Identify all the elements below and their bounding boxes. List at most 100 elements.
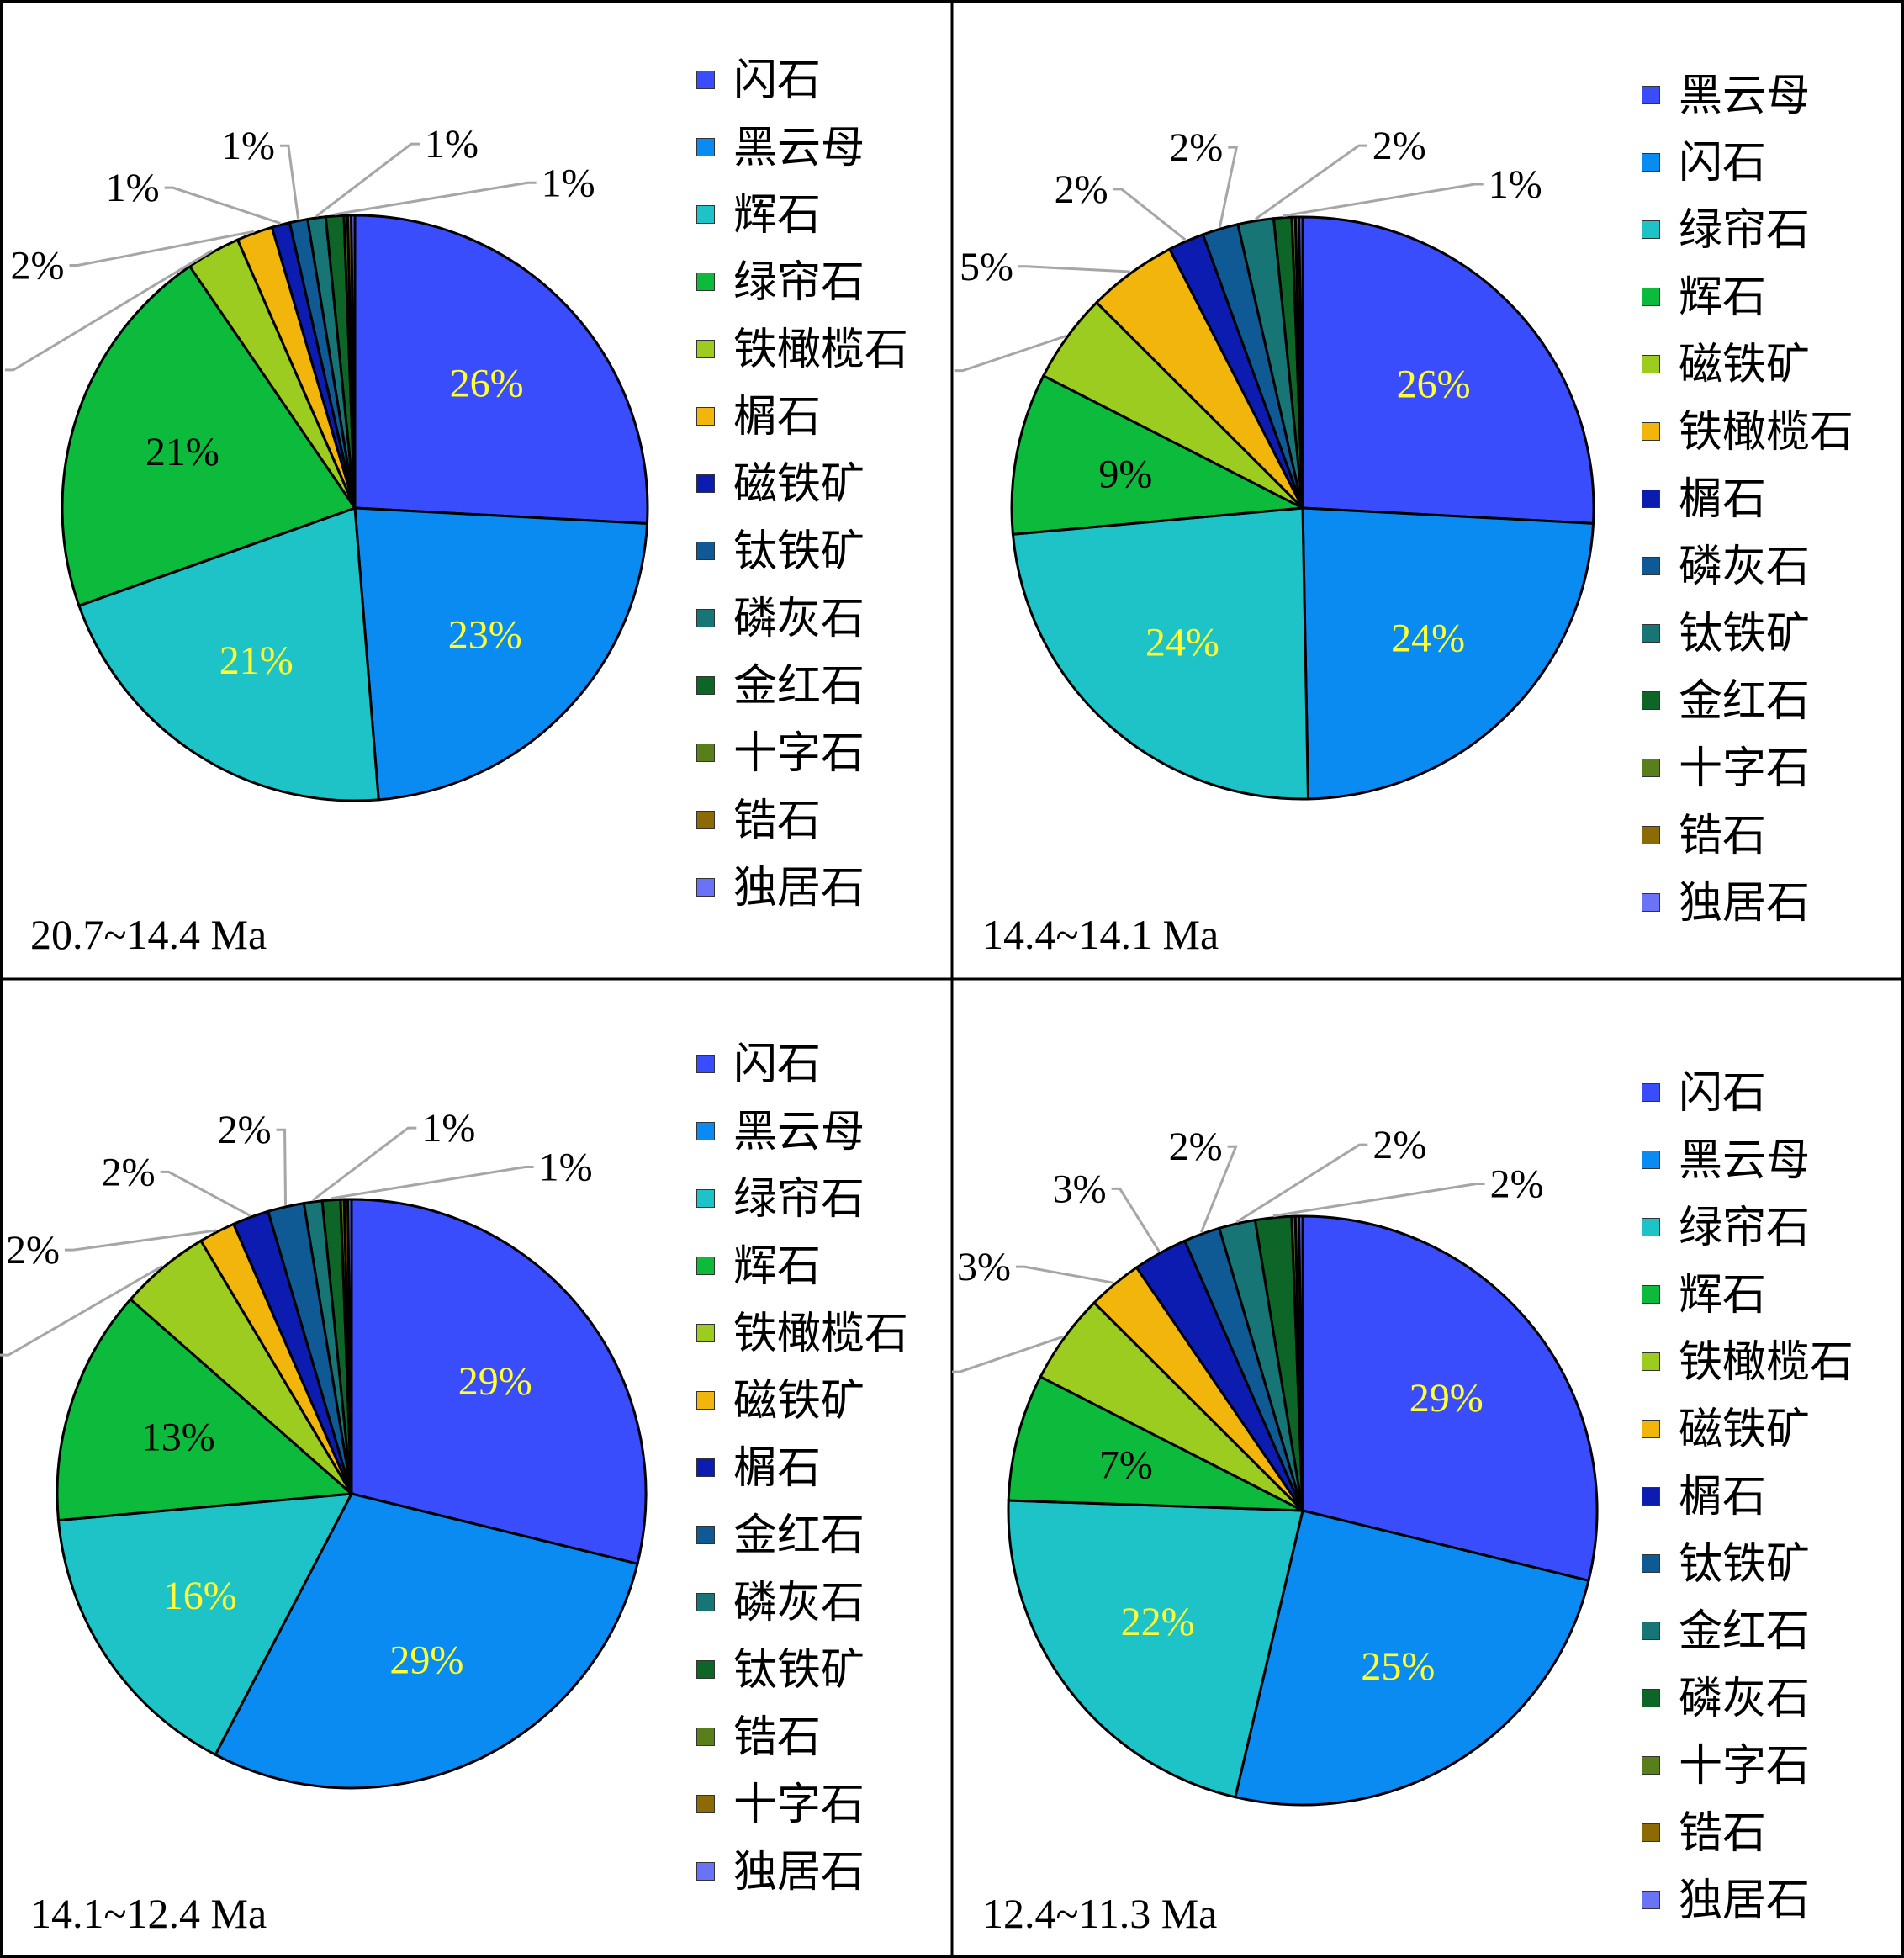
slice-data-label: 21% (219, 638, 294, 683)
legend-swatch (696, 407, 715, 426)
legend-item: 榍石 (696, 1435, 908, 1502)
legend-label: 绿帘石 (1679, 1203, 1811, 1253)
legend-swatch (1642, 288, 1660, 306)
slice-data-label: 2% (1372, 1123, 1426, 1167)
slice-data-label: 23% (448, 612, 522, 657)
legend-label: 锆石 (1679, 1808, 1767, 1859)
slice-data-label: 22% (1121, 1600, 1195, 1644)
legend-label: 钛铁矿 (733, 1645, 865, 1696)
pie-panel-2: 26%24%24%9%5%5%2%2%2%1% 黑云母闪石绿帘石辉石磁铁矿铁橄榄… (952, 0, 1904, 979)
legend-label: 十字石 (733, 1780, 865, 1830)
legend-item: 钛铁矿 (696, 1637, 908, 1704)
legend-label: 辉石 (1679, 273, 1767, 323)
slice-data-label: 1% (221, 124, 275, 168)
legend-item: 榍石 (1642, 466, 1854, 533)
pie-slice (1007, 1374, 1304, 1512)
slice-data-label: 9% (1098, 452, 1152, 496)
slice-data-label: 29% (458, 1359, 532, 1404)
legend-swatch (1642, 490, 1660, 508)
legend-label: 闪石 (733, 56, 822, 106)
slice-data-label: 21% (145, 430, 219, 474)
pie-slice (56, 1492, 354, 1757)
leader-line (952, 1335, 1064, 1373)
slice-data-label: 7% (1099, 1443, 1153, 1488)
legend-label: 黑云母 (733, 1107, 865, 1157)
legend-label: 独居石 (733, 1847, 865, 1897)
leader-line (954, 335, 1066, 373)
legend-item: 锆石 (696, 787, 908, 855)
legend-item: 闪石 (696, 47, 908, 114)
leader-line (69, 230, 255, 267)
legend-swatch (1642, 1285, 1660, 1304)
legend-swatch (1642, 624, 1660, 643)
legend-item: 十字石 (696, 720, 908, 787)
legend-item: 绿帘石 (1642, 197, 1854, 264)
legend-item: 黑云母 (696, 1098, 908, 1166)
pie-slice (1301, 506, 1595, 801)
leader-line (1218, 146, 1239, 228)
pie-chart-1: 26%23%21%21%3%2%1%1%1%1% (4, 122, 649, 802)
slice-data-label: 1% (1489, 162, 1542, 207)
slice-data-label: 24% (1391, 616, 1465, 660)
leader-line (160, 1170, 251, 1217)
leader-line (164, 186, 281, 225)
leader-line (331, 1166, 534, 1200)
legend-2: 黑云母 闪石 绿帘石 辉石 磁铁矿 铁橄榄石 榍石 磷灰石 钛铁矿 金红石 十字石 锆石 独居石 (1642, 62, 1854, 937)
legend-item: 闪石 (1642, 130, 1854, 197)
pie-slice (353, 506, 649, 802)
period-label-4: 12.4~11.3 Ma (982, 1890, 1218, 1937)
legend-swatch (696, 811, 715, 829)
legend-item: 磷灰石 (696, 1569, 908, 1637)
slice-data-label: 2% (6, 1228, 60, 1273)
legend-label: 黑云母 (1679, 1135, 1811, 1186)
pie-chart-4: 29%25%22%7%5%3%3%2%2%2% (952, 1123, 1599, 1807)
leader-line (1113, 188, 1187, 241)
slice-data-label: 1% (106, 166, 160, 210)
pie-slice (56, 1297, 355, 1522)
slice-data-label: 2% (102, 1150, 156, 1194)
pie-slice (214, 1492, 639, 1790)
pie-slice (1301, 215, 1595, 525)
legend-item: 独居石 (1642, 870, 1854, 937)
period-label-1: 20.7~14.4 Ma (30, 911, 267, 958)
legend-swatch (696, 1391, 715, 1410)
legend-label: 钛铁矿 (1679, 609, 1811, 659)
legend-label: 独居石 (1679, 878, 1811, 929)
legend-label: 钛铁矿 (733, 527, 865, 577)
pie-panel-3: 29%29%16%13%5%2%2%2%1%1% 闪石黑云母绿帘石辉石铁橄榄石磁… (0, 979, 952, 1958)
slice-data-label: 5% (960, 245, 1013, 289)
legend-swatch (1642, 1218, 1660, 1236)
legend-item: 钛铁矿 (1642, 601, 1854, 668)
leader-line (315, 142, 420, 218)
legend-label: 黑云母 (733, 123, 865, 173)
legend-swatch (1642, 355, 1660, 373)
legend-label: 榍石 (1679, 1472, 1767, 1522)
legend-item: 独居石 (696, 1839, 908, 1906)
legend-item: 闪石 (696, 1031, 908, 1098)
pie-slice (1007, 1499, 1304, 1799)
legend-swatch (1642, 1891, 1660, 1909)
legend-item: 锆石 (696, 1704, 908, 1771)
legend-label: 辉石 (733, 190, 822, 241)
legend-swatch (1642, 826, 1660, 844)
legend-item: 黑云母 (696, 114, 908, 182)
legend-label: 磷灰石 (733, 1578, 865, 1628)
legend-label: 榍石 (733, 392, 822, 442)
legend-swatch (696, 878, 715, 897)
pie-slice (1298, 215, 1304, 509)
slice-data-label: 2% (1169, 125, 1223, 170)
leader-line (0, 1264, 163, 1357)
legend-label: 磷灰石 (733, 594, 865, 644)
pie-slice (350, 214, 357, 509)
legend-label: 闪石 (1679, 1068, 1767, 1119)
legend-item: 独居石 (1642, 1867, 1854, 1934)
slice-data-label: 26% (450, 362, 524, 406)
legend-swatch (696, 138, 715, 156)
leader-line (334, 181, 537, 216)
legend-label: 黑云母 (1679, 71, 1811, 121)
legend-label: 磷灰石 (1679, 1674, 1811, 1724)
legend-item: 钛铁矿 (696, 518, 908, 585)
legend-label: 绿帘石 (1679, 205, 1811, 256)
